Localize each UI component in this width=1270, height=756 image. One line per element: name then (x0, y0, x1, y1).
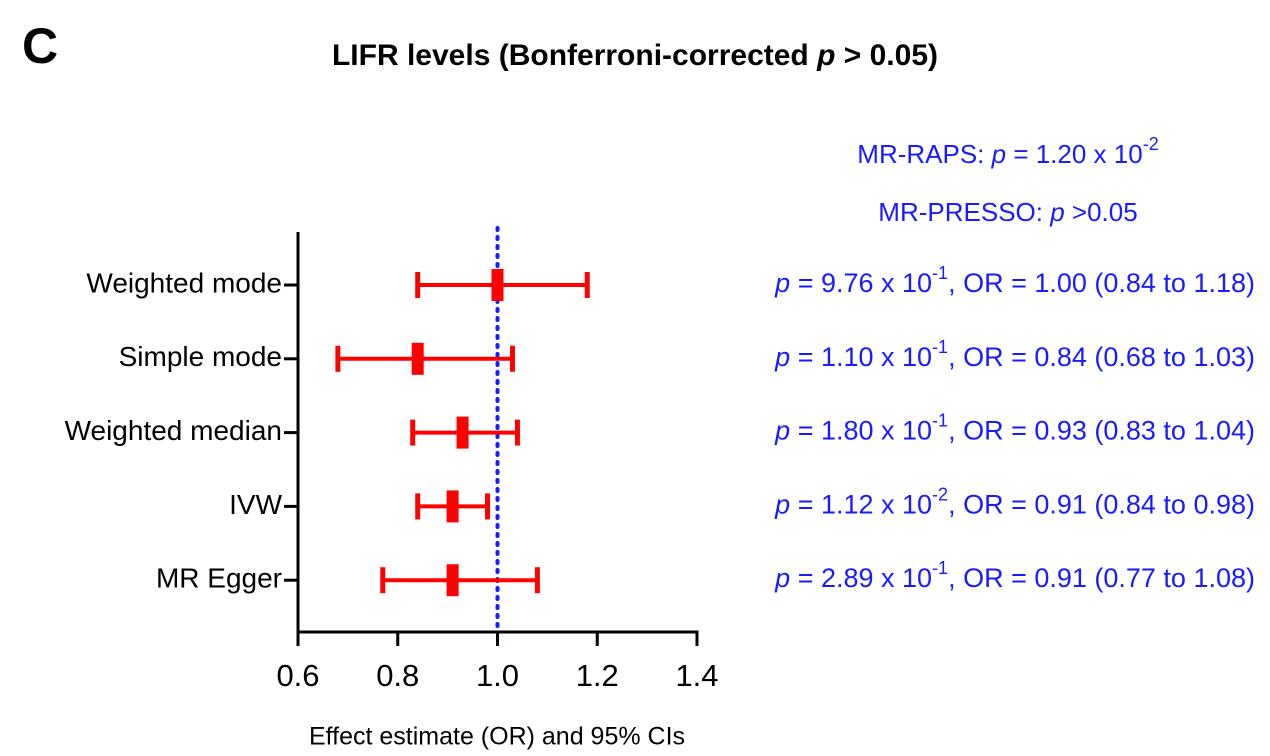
annotation-text: MR-RAPS: (857, 139, 991, 169)
point-estimate (446, 490, 459, 523)
label-italic: p (774, 563, 790, 593)
label-text: = 1.12 x 10 (790, 490, 932, 520)
label-exponent: -1 (932, 263, 948, 283)
annotation-text: MR-PRESSO: (878, 197, 1050, 227)
title-text: LIFR levels (Bonferroni-corrected (332, 39, 817, 72)
y-tick-label: Weighted median (65, 415, 282, 446)
y-tick-label: MR Egger (156, 563, 282, 594)
label-italic: p (774, 490, 790, 520)
value-label: p = 1.12 x 10-2, OR = 0.91 (0.84 to 0.98… (774, 484, 1255, 519)
label-text: , OR = 0.84 (0.68 to 1.03) (948, 342, 1255, 372)
header-annotation: MR-PRESSO: p >0.05 (878, 197, 1137, 227)
x-tick-label: 1.2 (576, 658, 619, 693)
point-estimate (446, 564, 459, 597)
value-label: p = 1.80 x 10-1, OR = 0.93 (0.83 to 1.04… (774, 410, 1255, 445)
point-estimate (411, 342, 424, 375)
label-text: , OR = 0.91 (0.77 to 1.08) (948, 563, 1255, 593)
label-italic: p (774, 416, 790, 446)
label-italic: p (774, 268, 790, 298)
value-label: p = 9.76 x 10-1, OR = 1.00 (0.84 to 1.18… (774, 263, 1255, 298)
value-label: p = 2.89 x 10-1, OR = 0.91 (0.77 to 1.08… (774, 558, 1255, 593)
x-tick-label: 0.8 (376, 658, 419, 693)
annotation-text: >0.05 (1065, 197, 1138, 227)
title-text: > 0.05) (835, 39, 938, 72)
x-tick-label: 1.0 (476, 658, 519, 693)
label-text: = 2.89 x 10 (790, 563, 932, 593)
x-tick-label: 1.4 (675, 658, 718, 693)
label-text: = 1.80 x 10 (790, 416, 932, 446)
label-text: = 9.76 x 10 (790, 268, 932, 298)
y-tick-label: Weighted mode (86, 267, 282, 298)
annotation-italic: p (1049, 197, 1064, 227)
label-italic: p (774, 342, 790, 372)
point-estimate (456, 416, 469, 449)
label-exponent: -1 (932, 337, 948, 357)
panel-label: C (22, 18, 58, 74)
annotation-text: = 1.20 x 10 (1006, 139, 1143, 169)
y-tick-label: Simple mode (119, 341, 282, 372)
point-estimate (491, 269, 504, 301)
label-text: , OR = 0.93 (0.83 to 1.04) (948, 416, 1255, 446)
label-text: , OR = 1.00 (0.84 to 1.18) (948, 268, 1255, 298)
label-exponent: -1 (932, 558, 948, 578)
label-exponent: -1 (932, 410, 948, 430)
label-text: = 1.10 x 10 (790, 342, 932, 372)
y-tick-label: IVW (229, 489, 282, 520)
label-text: , OR = 0.91 (0.84 to 0.98) (948, 490, 1255, 520)
x-tick-label: 0.6 (276, 658, 319, 693)
chart-title: LIFR levels (Bonferroni-corrected p > 0.… (332, 39, 938, 72)
header-annotation: MR-RAPS: p = 1.20 x 10-2 (857, 134, 1158, 169)
annotation-italic: p (991, 139, 1006, 169)
value-label: p = 1.10 x 10-1, OR = 0.84 (0.68 to 1.03… (774, 337, 1255, 372)
annotation-exponent: -2 (1143, 134, 1159, 154)
label-exponent: -2 (932, 484, 948, 504)
title-italic: p (816, 39, 835, 72)
x-axis-label: Effect estimate (OR) and 95% CIs (309, 723, 685, 751)
